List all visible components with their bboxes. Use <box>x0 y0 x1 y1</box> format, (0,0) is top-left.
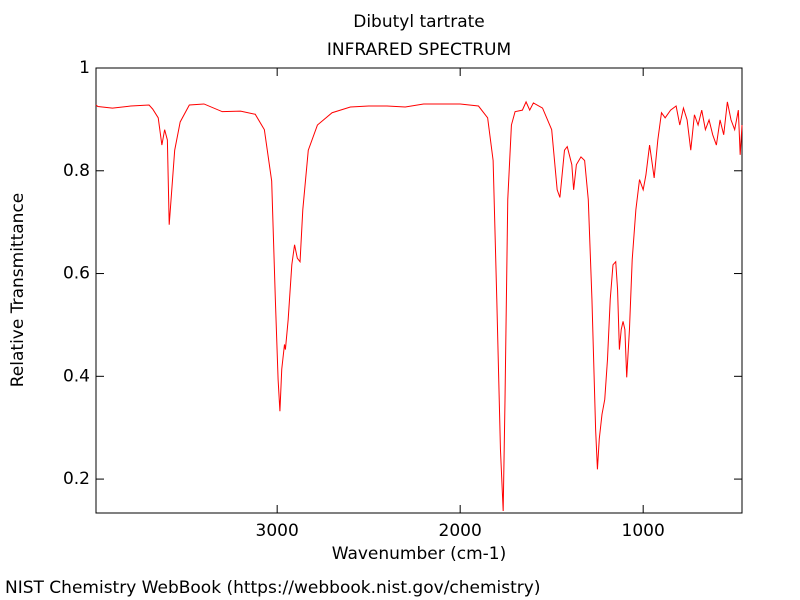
footer: NIST Chemistry WebBook (https://webbook.… <box>5 578 540 598</box>
plot-frame <box>95 67 743 514</box>
y-tick-label: 0.6 <box>63 264 90 284</box>
y-tick-label: 0.2 <box>63 469 90 489</box>
x-tick-label: 1000 <box>622 521 665 541</box>
y-tick-label: 0.4 <box>63 366 90 386</box>
chart-title: Dibutyl tartrate <box>353 12 485 32</box>
x-tick-label: 2000 <box>439 521 482 541</box>
x-tick-label: 3000 <box>256 521 299 541</box>
chart-subtitle: INFRARED SPECTRUM <box>327 40 511 60</box>
y-tick-label: 0.8 <box>63 161 90 181</box>
y-axis-label: Relative Transmittance <box>8 193 28 388</box>
spectrum-line <box>95 100 743 511</box>
y-tick-label: 1 <box>79 58 90 78</box>
x-axis-label: Wavenumber (cm-1) <box>332 544 507 564</box>
